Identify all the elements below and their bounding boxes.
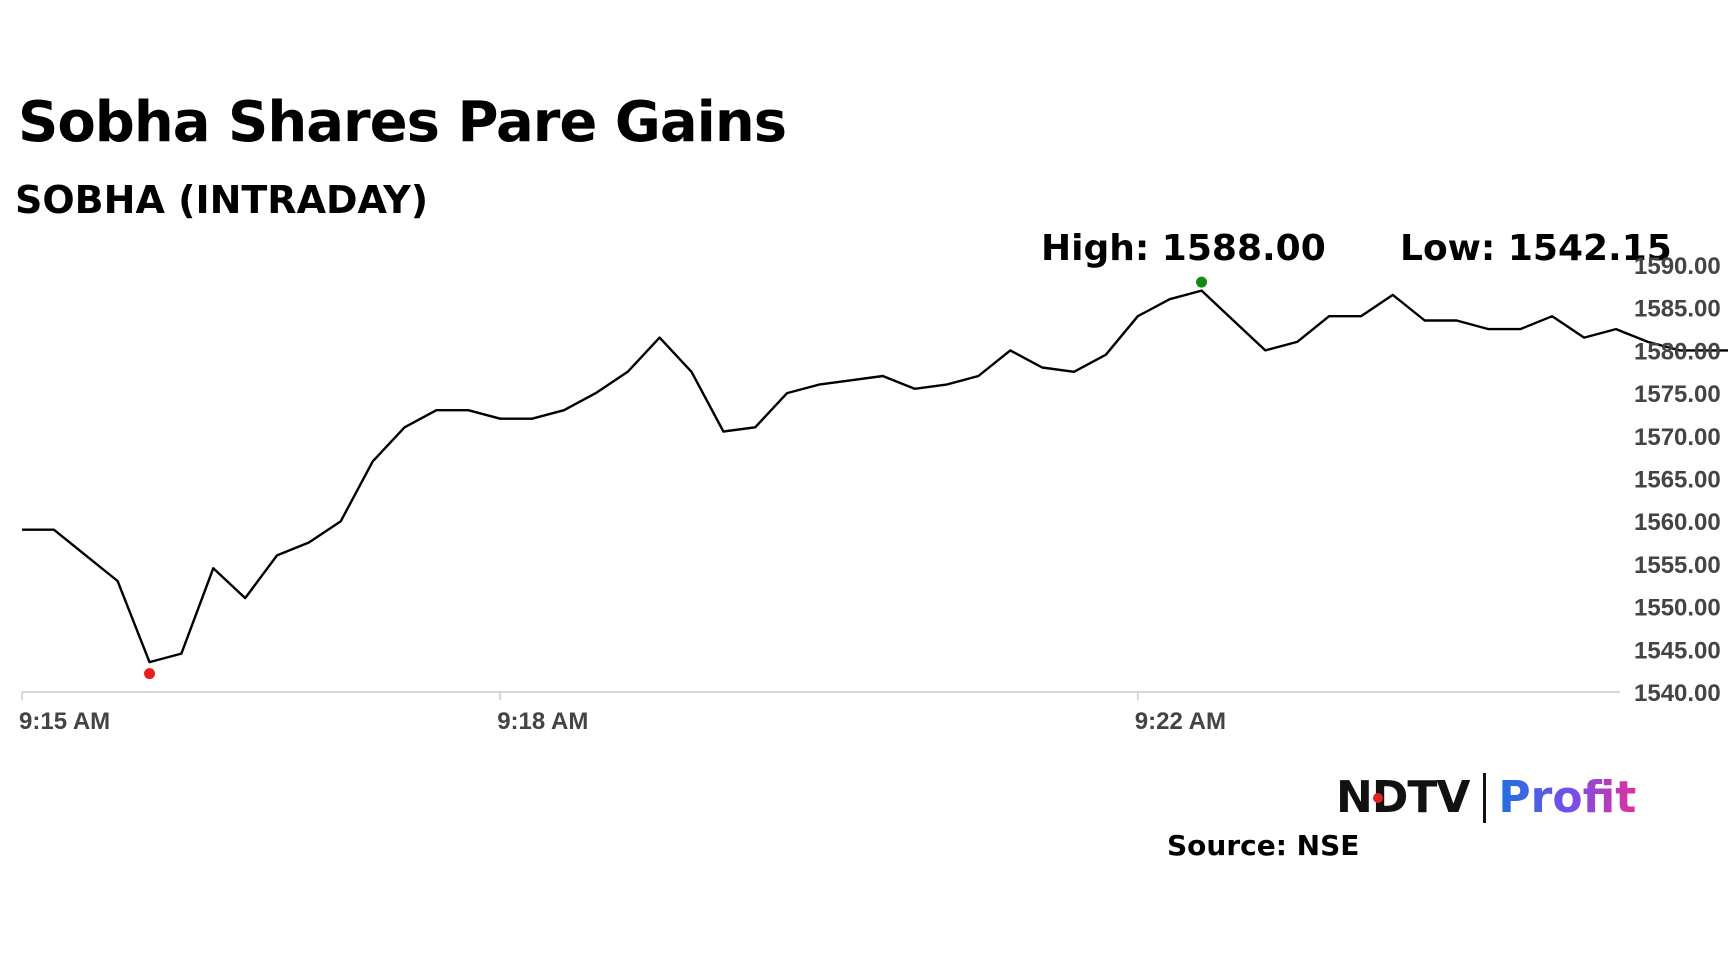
axes [21,691,1620,700]
x-tick-label: 9:15 AM [19,708,110,735]
price-line [22,289,1728,664]
y-tick-label: 1570.00 [1634,424,1721,451]
y-tick-label: 1565.00 [1634,467,1721,494]
chart-title: Sobha Shares Pare Gains [18,90,787,155]
x-tick-label: 9:18 AM [497,708,588,735]
labels: 9:15 AM9:18 AM9:22 AM9:26 AM9:30 AM9:34 … [19,253,1721,735]
y-tick-label: 1585.00 [1634,296,1721,323]
y-tick-label: 1575.00 [1634,381,1721,408]
high-label: High: 1588.00 [1041,228,1326,269]
y-tick-label: 1590.00 [1634,253,1721,280]
low-point-marker [144,668,156,680]
markers [144,276,1208,680]
y-tick-label: 1545.00 [1634,637,1721,664]
y-tick-label: 1560.00 [1634,509,1721,536]
y-tick-label: 1540.00 [1634,680,1721,707]
x-tick-label: 9:22 AM [1135,708,1226,735]
logo-divider [1483,772,1487,823]
low-label: Low: 1542.15 [1400,228,1672,269]
source-note: Source: NSE [1167,829,1360,862]
high-point-marker [1196,276,1208,288]
chart-subtitle: SOBHA (INTRADAY) [15,178,429,222]
logo-red-dot [1373,793,1383,803]
y-tick-label: 1555.00 [1634,552,1721,579]
logo-profit-text: Profit [1498,772,1637,823]
y-tick-label: 1580.00 [1634,338,1721,365]
ndtv-profit-logo: NDTV Profit [1336,772,1636,823]
y-tick-label: 1550.00 [1634,595,1721,622]
logo-ndtv-text: NDTV [1336,772,1470,823]
series-layer [22,289,1728,664]
